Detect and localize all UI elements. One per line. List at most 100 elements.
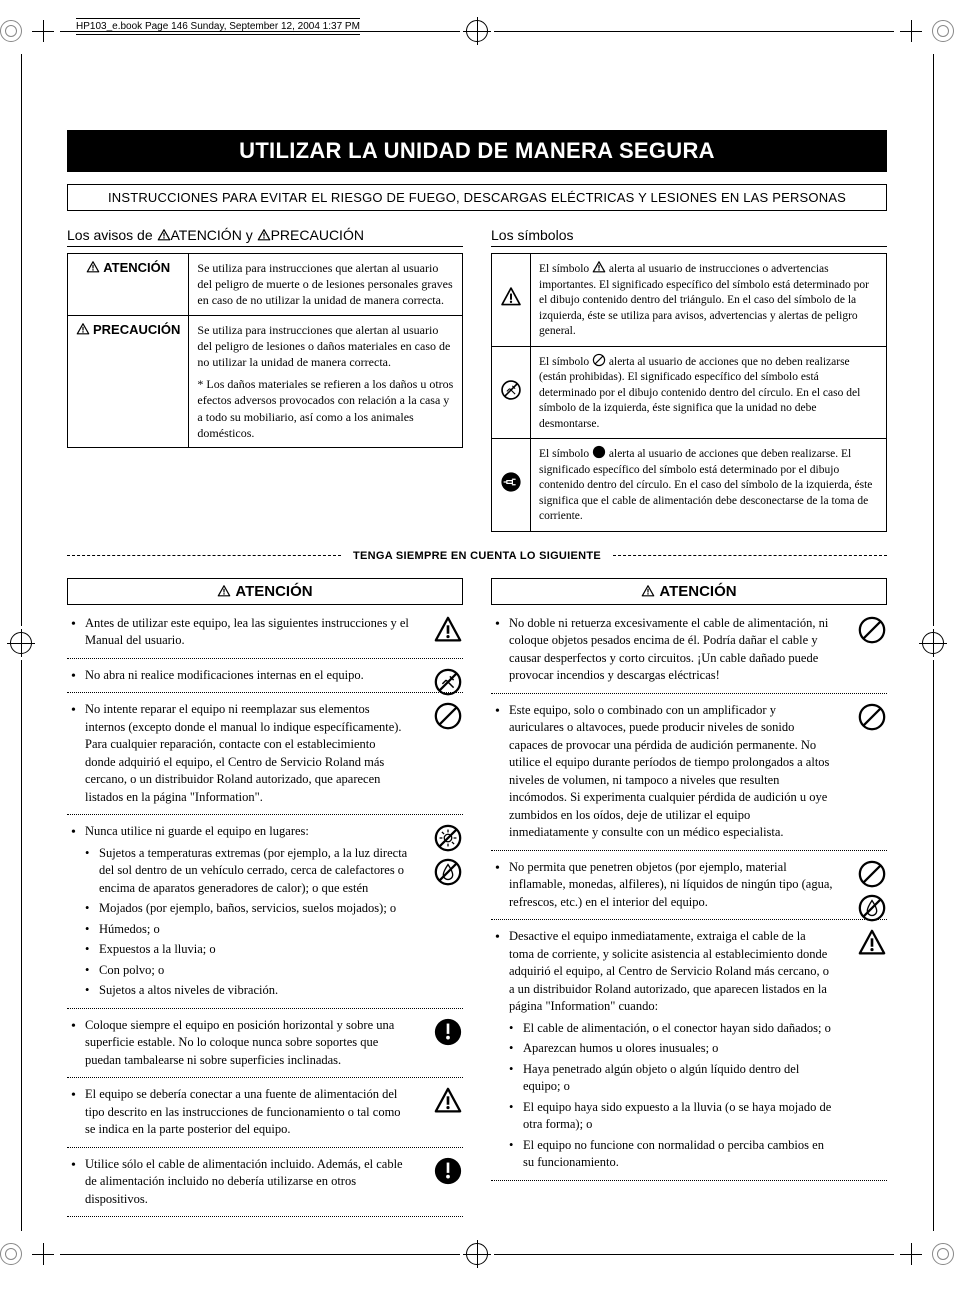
warning-icons (433, 615, 463, 645)
dotted-separator (67, 1008, 463, 1009)
avisos-head-precaucion: PRECAUCIÓN (271, 227, 364, 243)
warning-sublist: El cable de alimentación, o el conector … (509, 1020, 833, 1172)
dotted-separator (67, 1216, 463, 1217)
atencion-header: ATENCIÓN (491, 578, 887, 605)
divider-label: TENGA SIEMPRE EN CUENTA LO SIGUIENTE (341, 550, 613, 562)
section-divider: TENGA SIEMPRE EN CUENTA LO SIGUIENTE (67, 550, 887, 562)
avisos-table: ATENCIÓN Se utiliza para instrucciones q… (67, 253, 463, 448)
warning-icons (857, 615, 887, 645)
dotted-separator (67, 1147, 463, 1148)
circle-no-disassemble-icon (500, 379, 522, 401)
warning-subitem: Húmedos; o (85, 921, 409, 939)
circle-do-plug-icon (500, 471, 522, 493)
table-row: El símbolo alerta al usuario de instrucc… (492, 254, 887, 347)
warning-icons (433, 701, 463, 731)
warning-icons (433, 823, 463, 887)
circle-do-icon (433, 1156, 463, 1186)
table-row: El símbolo alerta al usuario de acciones… (492, 346, 887, 439)
atencion-header-text: ATENCIÓN (659, 583, 736, 600)
crop-marks-right (922, 0, 944, 1285)
triangle-warn-icon (641, 584, 655, 598)
triangle-warn-icon (257, 228, 271, 242)
triangle-warn-icon (76, 322, 90, 336)
warning-text: Coloque siempre el equipo en posición ho… (85, 1018, 394, 1067)
symbol-desc: El símbolo alerta al usuario de acciones… (531, 346, 887, 439)
dotted-separator (67, 1077, 463, 1078)
symbol-cell (492, 346, 531, 439)
warning-text: No intente reparar el equipo ni reemplaz… (85, 702, 402, 804)
warning-item: No intente reparar el equipo ni reemplaz… (67, 701, 463, 806)
circle-do-icon (592, 445, 606, 459)
circle-no-icon (857, 859, 887, 889)
triangle-warn-icon (857, 928, 887, 958)
warning-icons (433, 1017, 463, 1047)
warning-text: No doble ni retuerza excesivamente el ca… (509, 616, 828, 683)
sym-pre: El símbolo (539, 356, 592, 368)
warning-subitem: El cable de alimentación, o el conector … (509, 1020, 833, 1038)
avisos-head-y: y (242, 227, 257, 243)
crop-marks-bottom (0, 1243, 954, 1265)
symbol-cell (492, 254, 531, 347)
atencion-label-cell: ATENCIÓN (68, 254, 189, 316)
dotted-separator (491, 919, 887, 920)
circle-no-water-icon (433, 857, 463, 887)
warning-item: El equipo se debería conectar a una fuen… (67, 1086, 463, 1139)
warning-item: Antes de utilizar este equipo, lea las s… (67, 615, 463, 650)
safety-subtitle: INSTRUCCIONES PARA EVITAR EL RIESGO DE F… (67, 184, 887, 211)
warning-text: Este equipo, solo o combinado con un amp… (509, 703, 829, 840)
dotted-separator (491, 1180, 887, 1181)
warnings-right-list: No doble ni retuerza excesivamente el ca… (491, 615, 887, 1181)
crop-target-icon (466, 20, 488, 42)
warning-icons (433, 667, 463, 697)
warning-text: El equipo se debería conectar a una fuen… (85, 1087, 401, 1136)
circle-no-icon (857, 615, 887, 645)
circle-no-sun-icon (433, 823, 463, 853)
warning-icons (433, 1086, 463, 1116)
table-row: ATENCIÓN Se utiliza para instrucciones q… (68, 254, 463, 316)
dotted-separator (67, 658, 463, 659)
simbolos-column: Los símbolos El símbolo alerta al usuari… (491, 227, 887, 532)
warning-item: Nunca utilice ni guarde el equipo en lug… (67, 823, 463, 1000)
crop-hair-icon (900, 1243, 922, 1265)
warning-item: No doble ni retuerza excesivamente el ca… (491, 615, 887, 685)
symbol-cell (492, 439, 531, 532)
warning-item: Este equipo, solo o combinado con un amp… (491, 702, 887, 842)
symbol-desc: El símbolo alerta al usuario de instrucc… (531, 254, 887, 347)
triangle-warn-icon (433, 615, 463, 645)
atencion-header: ATENCIÓN (67, 578, 463, 605)
warning-text: No abra ni realice modificaciones intern… (85, 668, 364, 682)
atencion-def: Se utiliza para instrucciones que alerta… (189, 254, 463, 316)
warning-text: Utilice sólo el cable de alimentación in… (85, 1157, 403, 1206)
circle-no-icon (857, 702, 887, 732)
triangle-warn-icon (433, 1086, 463, 1116)
crop-hair-icon (32, 20, 54, 42)
page-header-meta: HP103_e.book Page 146 Sunday, September … (76, 18, 360, 35)
precaucion-label: PRECAUCIÓN (93, 322, 180, 337)
precaucion-def-text: Se utiliza para instrucciones que alerta… (197, 323, 450, 369)
atencion-header-text: ATENCIÓN (235, 583, 312, 600)
circle-no-disassemble-icon (433, 667, 463, 697)
crop-target-icon (10, 632, 32, 654)
avisos-heading: Los avisos de ATENCIÓN y PRECAUCIÓN (67, 227, 463, 247)
atencion-label: ATENCIÓN (103, 260, 170, 275)
triangle-warn-icon (217, 584, 231, 598)
crop-target-icon (922, 632, 944, 654)
warning-item: Desactive el equipo inmediatamente, extr… (491, 928, 887, 1172)
warning-subitem: El equipo haya sido expuesto a la lluvia… (509, 1099, 833, 1134)
table-row: El símbolo alerta al usuario de acciones… (492, 439, 887, 532)
warning-text: Nunca utilice ni guarde el equipo en lug… (85, 824, 309, 838)
precaucion-def-note: * Los daños materiales se refieren a los… (197, 376, 454, 441)
symbol-desc: El símbolo alerta al usuario de acciones… (531, 439, 887, 532)
warning-icons (433, 1156, 463, 1186)
warnings-left-column: ATENCIÓN Antes de utilizar este equipo, … (67, 578, 463, 1226)
simbolos-table: El símbolo alerta al usuario de instrucc… (491, 253, 887, 532)
document-page: UTILIZAR LA UNIDAD DE MANERA SEGURA INST… (67, 20, 887, 1225)
circle-no-icon (433, 701, 463, 731)
sym-pre: El símbolo (539, 263, 592, 275)
warning-subitem: Haya penetrado algún objeto o algún líqu… (509, 1061, 833, 1096)
warning-item: No permita que penetren objetos (por eje… (491, 859, 887, 912)
warning-text: Desactive el equipo inmediatamente, extr… (509, 929, 829, 1013)
warning-icons (857, 928, 887, 958)
crop-hair-icon (900, 20, 922, 42)
warning-icons (857, 702, 887, 732)
